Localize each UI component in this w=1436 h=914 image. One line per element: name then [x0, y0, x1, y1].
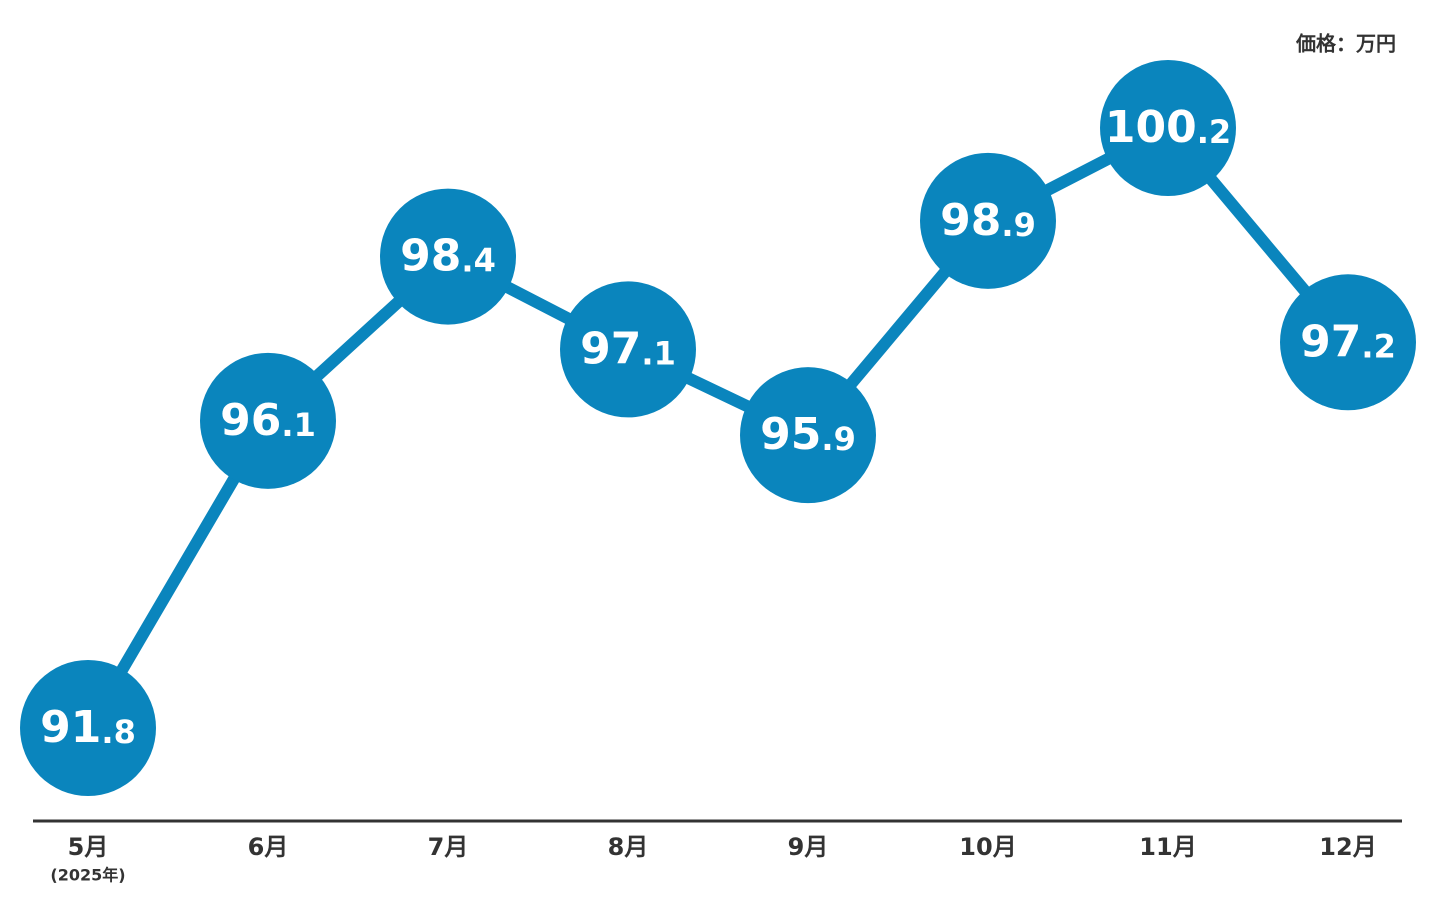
value-dec: .2: [1197, 113, 1231, 151]
value-label: 96.1: [220, 395, 316, 446]
value-int: 98: [940, 195, 1001, 246]
x-tick-label: 10月: [959, 833, 1016, 861]
value-dec: .9: [1001, 206, 1035, 244]
category-note: (2025年): [50, 866, 125, 885]
value-dec: .1: [641, 334, 675, 372]
value-dec: .8: [101, 713, 135, 751]
value-label: 97.2: [1300, 316, 1396, 367]
value-int: 100: [1105, 102, 1197, 153]
marker: [1280, 274, 1416, 411]
value-int: 98: [400, 231, 461, 282]
value-label: 97.1: [580, 323, 676, 374]
value-dec: .2: [1361, 327, 1395, 365]
value-label: 91.8: [40, 702, 136, 753]
x-tick-label: 9月: [788, 833, 829, 861]
marker: [1100, 60, 1236, 196]
value-dec: .9: [821, 420, 855, 458]
unit-label: 価格：万円: [1295, 32, 1396, 56]
x-tick-label: 12月: [1319, 833, 1376, 861]
value-int: 91: [40, 702, 101, 753]
marker: [380, 188, 516, 325]
value-label: 98.4: [400, 231, 496, 282]
marker: [740, 367, 876, 504]
value-dec: .4: [461, 242, 495, 280]
value-int: 96: [220, 395, 281, 446]
value-label: 98.9: [940, 195, 1036, 246]
marker: [200, 352, 336, 489]
value-dec: .1: [281, 406, 315, 444]
marker: [560, 281, 696, 418]
value-int: 95: [760, 409, 821, 460]
value-int: 97: [1300, 316, 1361, 367]
value-label: 100.2: [1105, 102, 1231, 153]
value-label: 95.9: [760, 409, 856, 460]
marker: [20, 660, 156, 796]
x-tick-label: 7月: [428, 833, 469, 861]
x-tick-label: 11月: [1139, 833, 1196, 861]
x-tick-label: 5月: [68, 833, 109, 861]
x-tick-label: 8月: [608, 833, 649, 861]
x-tick-label: 6月: [248, 833, 289, 861]
value-int: 97: [580, 323, 641, 374]
marker: [920, 152, 1056, 289]
